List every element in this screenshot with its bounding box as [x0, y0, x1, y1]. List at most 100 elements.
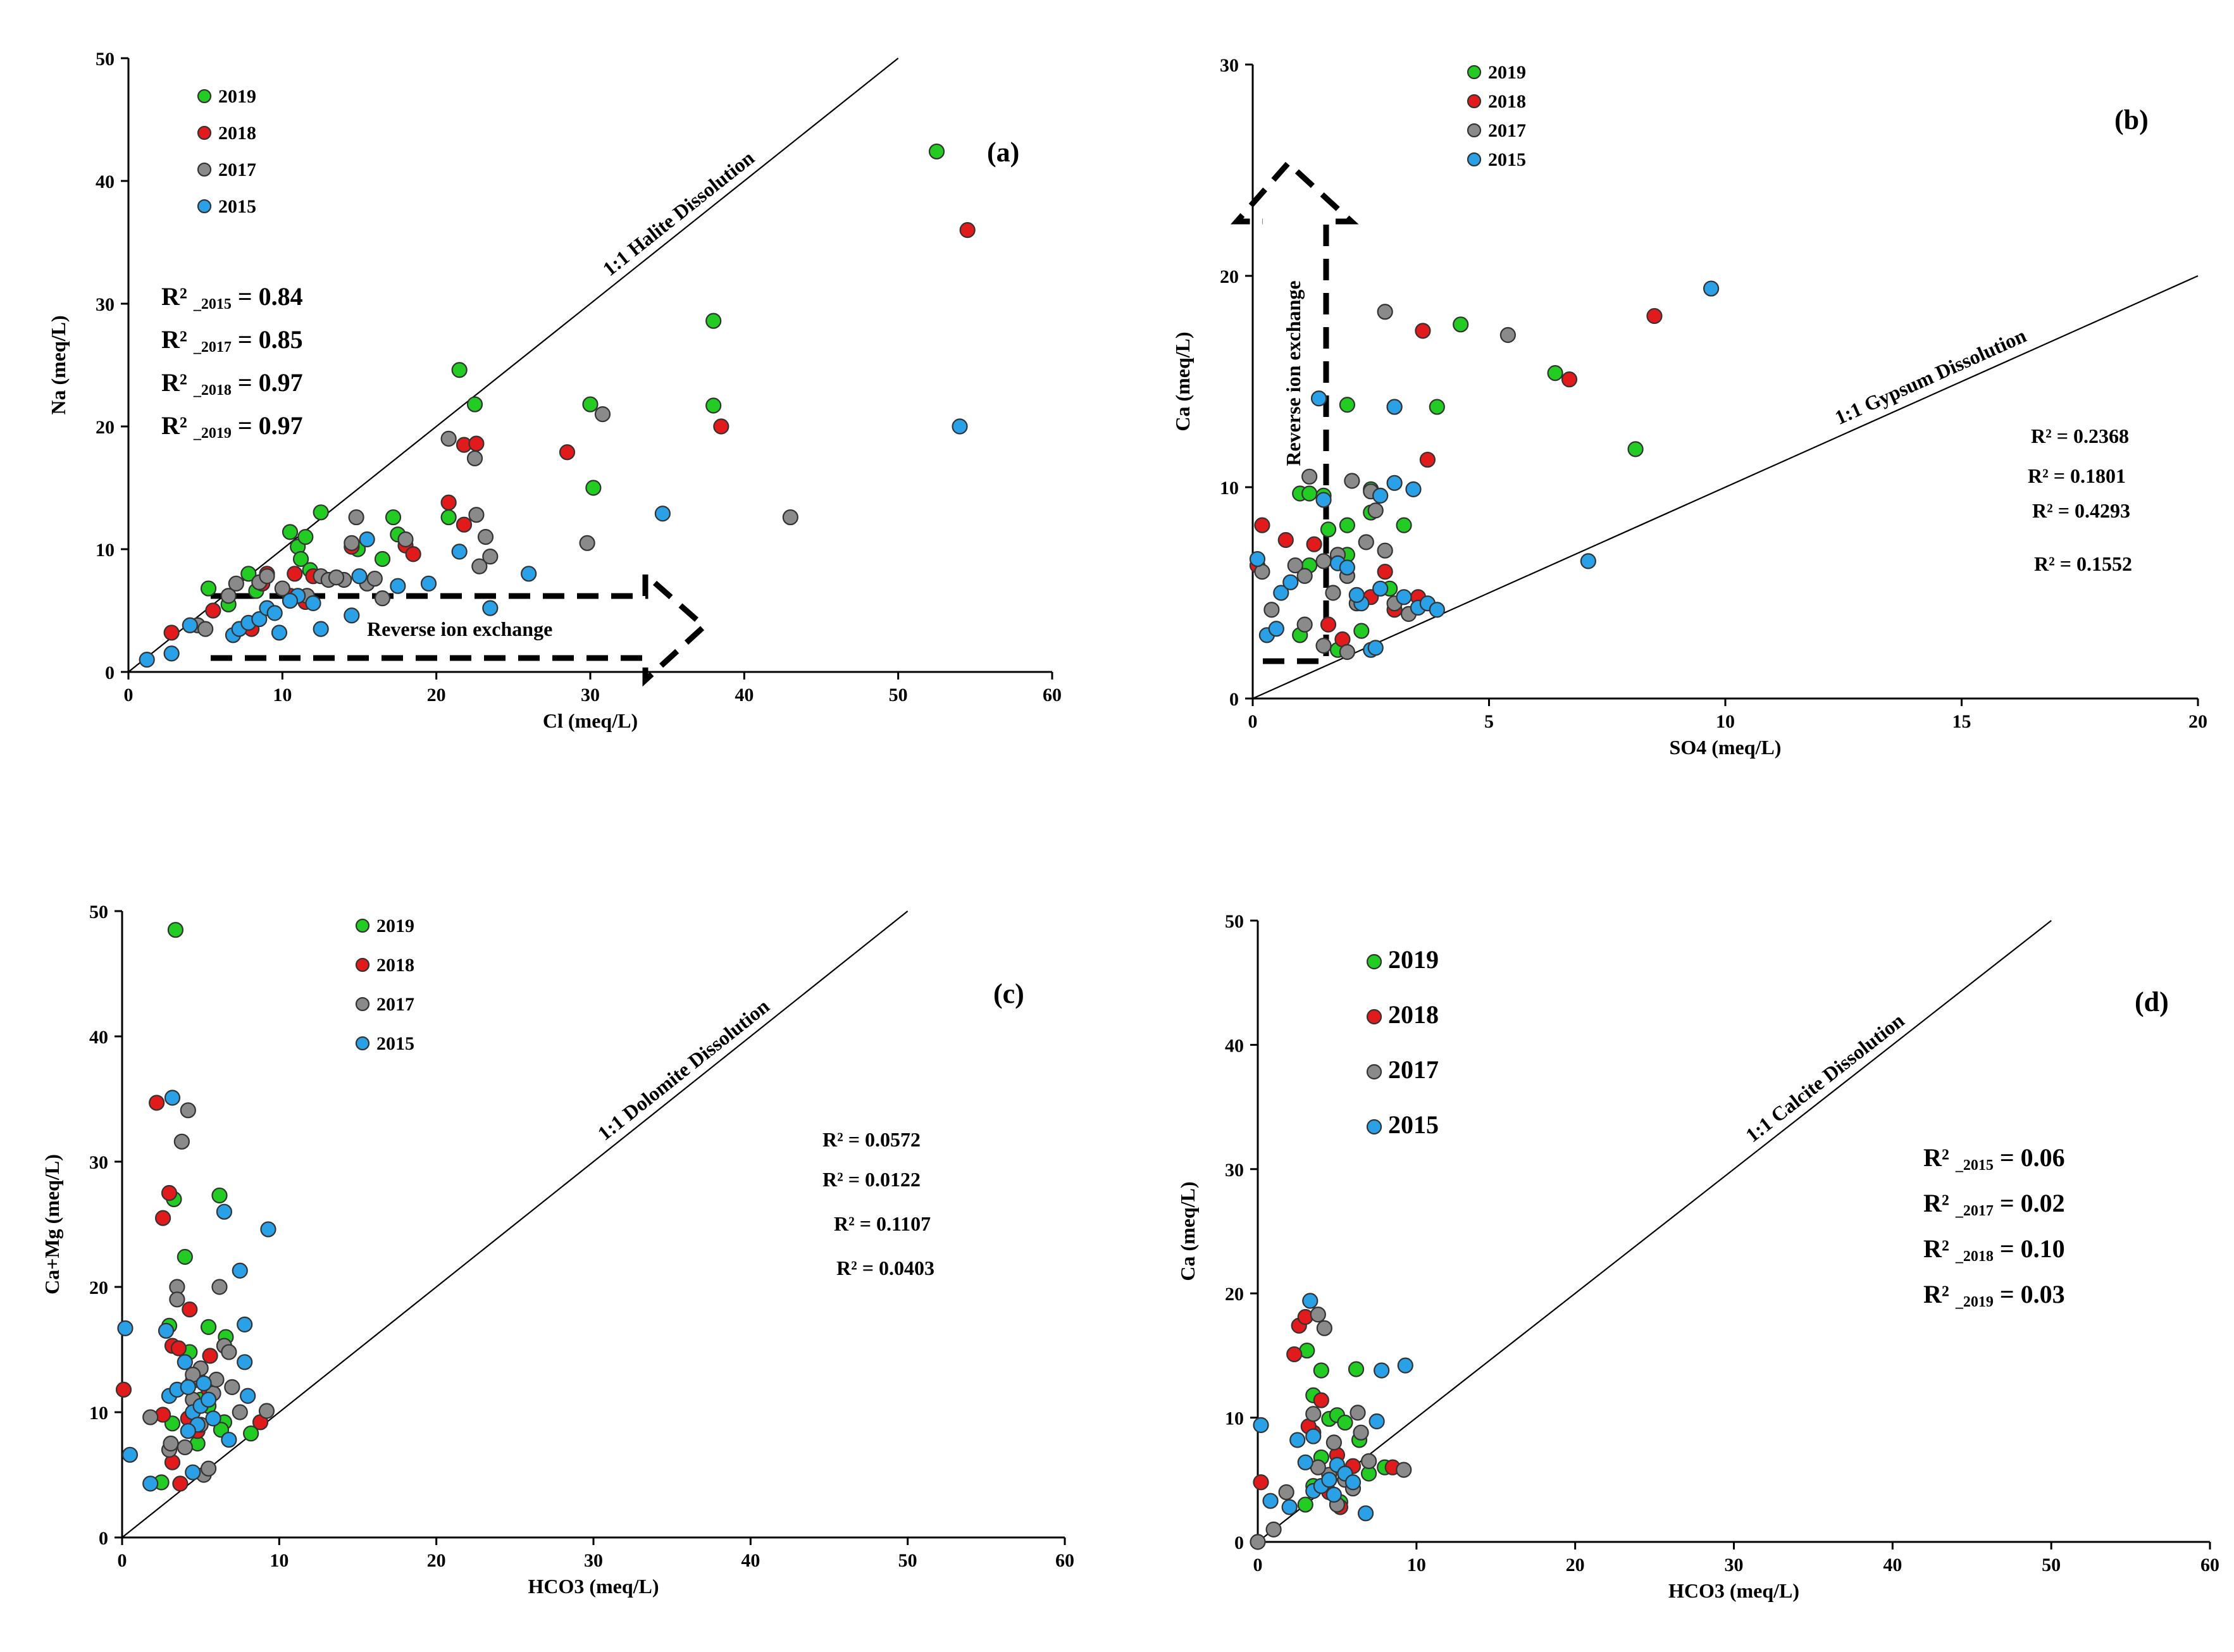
data-point-2019: [451, 362, 468, 378]
data-point-2017: [169, 1291, 185, 1308]
panel-label: (d): [2135, 986, 2169, 1017]
data-point-2015: [1386, 475, 1403, 491]
data-point-2018: [440, 494, 457, 511]
legend-marker-2018: [355, 957, 370, 972]
r-squared-prefix: R² =: [836, 1257, 879, 1279]
data-point-2017: [1353, 1424, 1369, 1441]
r-squared-year: _2019: [1955, 1294, 1994, 1310]
data-point-2015: [271, 624, 288, 641]
data-point-2019: [1348, 1361, 1365, 1377]
reference-line: [1257, 920, 2052, 1543]
y-tick-label: 0: [1234, 1532, 1244, 1553]
y-tick-label: 20: [96, 417, 115, 438]
data-point-2017: [1499, 326, 1516, 344]
data-point-2015: [1253, 1417, 1269, 1433]
data-point-2015: [1339, 559, 1355, 576]
panel-label: (c): [993, 978, 1024, 1009]
data-point-2015: [654, 506, 671, 522]
data-point-2015: [1348, 587, 1365, 603]
data-point-2019: [1297, 1496, 1313, 1513]
legend-marker-2018: [1467, 94, 1482, 109]
y-axis-title: Ca (meq/L): [1176, 1181, 1199, 1281]
data-point-2015: [182, 617, 198, 633]
data-point-2017: [1344, 473, 1360, 489]
data-point-2017: [1360, 1453, 1377, 1469]
data-point-2018: [1313, 1392, 1329, 1408]
data-point-2017: [579, 535, 595, 551]
r-squared-label: R² = 0.0122: [822, 1168, 921, 1191]
r-squared-prefix: R²: [1923, 1234, 1956, 1263]
data-point-2015: [344, 607, 360, 624]
x-tick-label: 20: [2188, 711, 2207, 732]
data-point-2019: [1627, 441, 1644, 457]
x-tick-label: 60: [1043, 685, 1062, 705]
data-point-2018: [182, 1301, 198, 1318]
y-tick-label: 30: [96, 294, 115, 315]
data-point-2019: [928, 143, 945, 160]
reverse-ion-exchange-arrow: [1231, 159, 1359, 664]
r-squared-value: 0.0572: [865, 1128, 921, 1151]
data-point-2017: [177, 1439, 193, 1456]
y-tick-label: 30: [1225, 1160, 1244, 1181]
data-point-2017: [466, 450, 483, 467]
data-point-2018: [205, 602, 221, 619]
series-2017: [142, 1102, 275, 1483]
data-point-2019: [374, 550, 391, 568]
series-2019: [200, 143, 945, 612]
data-point-2018: [456, 516, 473, 533]
data-point-2017: [1315, 637, 1332, 654]
data-point-2018: [202, 1348, 218, 1364]
data-point-2017: [1305, 1406, 1322, 1422]
data-point-2017: [224, 1379, 240, 1395]
x-axis-title: HCO3 (meq/L): [1668, 1579, 1799, 1602]
r-squared-value: = 0.06: [1994, 1143, 2065, 1172]
y-tick-label: 10: [96, 540, 115, 561]
legend-label-2019: 2019: [218, 86, 256, 107]
legend-marker-2017: [197, 162, 212, 177]
x-tick-label: 60: [1055, 1550, 1074, 1571]
data-point-2015: [221, 1431, 237, 1448]
data-point-2017: [1263, 602, 1280, 618]
legend-marker-2017: [1366, 1064, 1382, 1080]
data-point-2018: [1377, 563, 1393, 580]
x-tick-label: 30: [581, 685, 600, 705]
legend-label-2015: 2015: [218, 196, 256, 217]
legend-marker-2019: [197, 89, 212, 104]
data-point-2017: [1301, 468, 1318, 485]
x-tick-label: 40: [1883, 1555, 1902, 1575]
data-point-2018: [405, 546, 421, 562]
reference-line-label: 1:1 Halite Dissolution: [599, 146, 759, 280]
data-point-2017: [220, 588, 237, 604]
data-point-2019: [1353, 623, 1370, 639]
y-tick-label: 10: [89, 1403, 108, 1424]
reverse-ion-exchange-arrow: [211, 568, 709, 687]
data-point-2017: [1296, 568, 1313, 584]
data-point-2017: [232, 1404, 248, 1420]
y-tick-label: 0: [105, 662, 115, 683]
data-point-2015: [163, 645, 180, 662]
data-point-2017: [1287, 557, 1303, 574]
data-point-2018: [154, 1210, 171, 1226]
r-squared-prefix: R² =: [822, 1168, 865, 1191]
y-tick-label: 10: [1225, 1408, 1244, 1429]
data-point-2017: [397, 531, 414, 548]
r-squared-year: _2018: [1955, 1248, 1994, 1265]
data-point-2015: [195, 1375, 212, 1392]
data-point-2018: [161, 1184, 178, 1202]
y-axis-title: Na (meq/L): [47, 315, 70, 414]
data-point-2017: [344, 535, 360, 551]
legend-label-2015: 2015: [376, 1033, 414, 1054]
data-point-2015: [180, 1423, 196, 1439]
series-2019: [1292, 316, 1644, 658]
data-point-2017: [200, 1460, 217, 1477]
data-point-2019: [1396, 517, 1412, 533]
legend-label-2019: 2019: [1488, 62, 1526, 83]
data-point-2015: [1262, 1493, 1279, 1509]
data-point-2017: [782, 509, 798, 526]
r-squared-value: = 0.97: [232, 368, 303, 397]
series-2018: [1249, 307, 1663, 648]
reference-line-label: 1:1 Calcite Dissolution: [1741, 1009, 1909, 1146]
data-point-2015: [1273, 585, 1289, 601]
data-point-2019: [1339, 517, 1355, 533]
data-point-2018: [170, 1340, 187, 1357]
